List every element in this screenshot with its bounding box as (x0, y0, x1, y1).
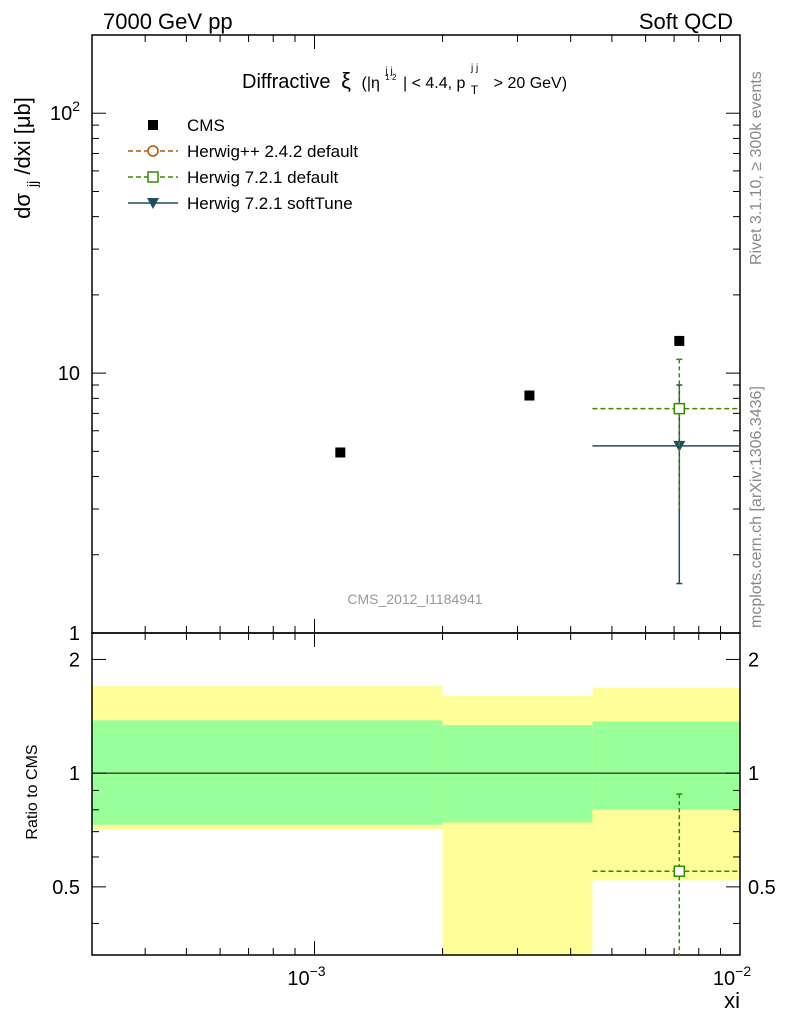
legend: CMS Herwig++ 2.4.2 default Herwig 7.2.1 de… (128, 116, 358, 213)
data-marks (335, 335, 740, 955)
ratio-tick-label-right-0.5: 0.5 (748, 877, 776, 899)
title-cut-end: > 20 GeV) (494, 75, 567, 92)
legend-label-2: Herwig 7.2.1 default (187, 168, 338, 187)
ratio-uncertainty-bands (92, 686, 740, 955)
legend-label-0: CMS (187, 116, 225, 135)
y-title-rest: /dxi [μb] (10, 97, 35, 174)
ratio-band-stat-0 (92, 720, 443, 825)
title-main: Diffractive (242, 71, 331, 93)
ratio-tick-label-right-1: 1 (748, 763, 759, 785)
legend-label-3: Herwig 7.2.1 softTune (187, 194, 353, 213)
cms-point-0 (335, 447, 346, 458)
analysis-watermark: CMS_2012_I1184941 (347, 591, 482, 607)
axis-tick-labels: 1 10 102 0.5 0.5 1 1 2 2 10−3 10−2 (50, 98, 776, 990)
y-title-d-sigma: dσ (10, 193, 35, 219)
herwig721-default-ratio-point-0 (673, 865, 686, 877)
y-tick-label-1: 1 (69, 623, 80, 645)
x-tick-label-−2: 10−2 (713, 963, 751, 990)
ratio-tick-label-left-0.5: 0.5 (52, 877, 80, 899)
cms-point-1 (524, 390, 535, 401)
title-cut-sub: 1 2 (385, 73, 397, 82)
x-axis-title: xi (724, 988, 740, 1013)
ratio-tick-label-left-2: 2 (69, 649, 80, 671)
title-symbol: ξ (341, 68, 351, 93)
title-pt-sup: j j (470, 63, 478, 74)
rivet-version-label: Rivet 3.1.10, ≥ 300k events (748, 71, 765, 265)
ratio-tick-label-left-1: 1 (69, 763, 80, 785)
plot-title: Diffractive ξ (|η j j 1 2 | < 4.4, p j j… (242, 54, 567, 99)
mcplots-label: mcplots.cern.ch [arXiv:1306.3436] (748, 386, 765, 628)
x-tick-label-−3: 10−3 (287, 963, 325, 990)
title-cut-mid: | < 4.4, p (403, 75, 466, 92)
herwig721-default-point-0 (673, 402, 686, 415)
axis-ticks (91, 34, 741, 955)
legend-marker-1 (147, 145, 159, 157)
header-energy: 7000 GeV pp (103, 9, 233, 34)
header-category: Soft QCD (639, 9, 733, 34)
x-tick-label-−2-exponent: −2 (735, 963, 751, 979)
y-tick-label-10: 102 (50, 98, 80, 125)
ratio-tick-label-right-2: 2 (748, 649, 759, 671)
y-axis-title-ratio: Ratio to CMS (24, 744, 41, 839)
y-tick-label-10: 10 (58, 363, 80, 385)
ratio-band-stat-1 (442, 725, 593, 823)
title-pt-sub: T (471, 83, 479, 97)
ratio-band-stat-2 (592, 721, 740, 810)
y-title-sub: jj (24, 181, 40, 188)
x-tick-label-−3-exponent: −3 (310, 963, 326, 979)
title-cut-open: (|η (362, 75, 380, 92)
legend-marker-0 (148, 120, 158, 130)
title-cut-sup: j j (384, 66, 392, 77)
legend-marker-2 (147, 171, 159, 183)
ratio-frame (91, 632, 741, 956)
legend-marker-3 (147, 198, 159, 209)
cms-point-2 (674, 335, 685, 346)
y-tick-label-10-exponent: 2 (72, 98, 80, 114)
softtune-point-0 (673, 440, 686, 452)
legend-label-1: Herwig++ 2.4.2 default (187, 142, 358, 161)
y-axis-title-main: dσ jj /dxi [μb] (10, 97, 42, 219)
